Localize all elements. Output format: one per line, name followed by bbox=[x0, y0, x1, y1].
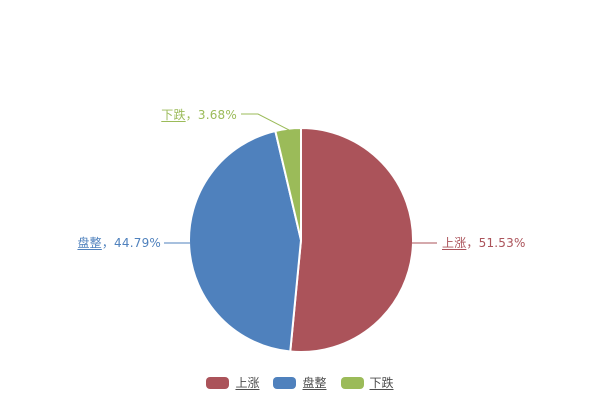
legend-label-rise: 上涨 bbox=[235, 376, 260, 390]
legend-label-flat: 盘整 bbox=[302, 376, 327, 390]
slice-callout-rise: 上涨，51.53% bbox=[442, 236, 526, 250]
legend-label-fall: 下跌 bbox=[369, 376, 394, 390]
pie-slice-0[interactable] bbox=[289, 127, 414, 353]
slice-callout-flat: 盘整，44.79% bbox=[77, 236, 161, 250]
slice-callout-value: ，3.68% bbox=[185, 108, 237, 122]
slice-callout-fall: 下跌，3.68% bbox=[161, 108, 237, 122]
pie-slice-1[interactable] bbox=[188, 129, 302, 353]
label-connector-2 bbox=[241, 113, 290, 131]
legend-item-rise[interactable]: 上涨 bbox=[206, 376, 259, 390]
slice-callout-value: ，44.79% bbox=[101, 236, 161, 250]
legend-swatch-rise bbox=[206, 377, 230, 389]
legend: 上涨 盘整 下跌 bbox=[0, 376, 600, 390]
slice-callout-value: ，51.53% bbox=[466, 236, 526, 250]
slice-callout-name: 上涨 bbox=[442, 236, 467, 250]
legend-swatch-flat bbox=[273, 377, 297, 389]
slice-callout-name: 下跌 bbox=[161, 108, 186, 122]
legend-swatch-fall bbox=[340, 377, 364, 389]
legend-item-fall[interactable]: 下跌 bbox=[340, 376, 394, 390]
pie-slice-2[interactable] bbox=[274, 127, 302, 241]
slice-callout-name: 盘整 bbox=[77, 236, 102, 250]
legend-item-flat[interactable]: 盘整 bbox=[273, 376, 327, 390]
